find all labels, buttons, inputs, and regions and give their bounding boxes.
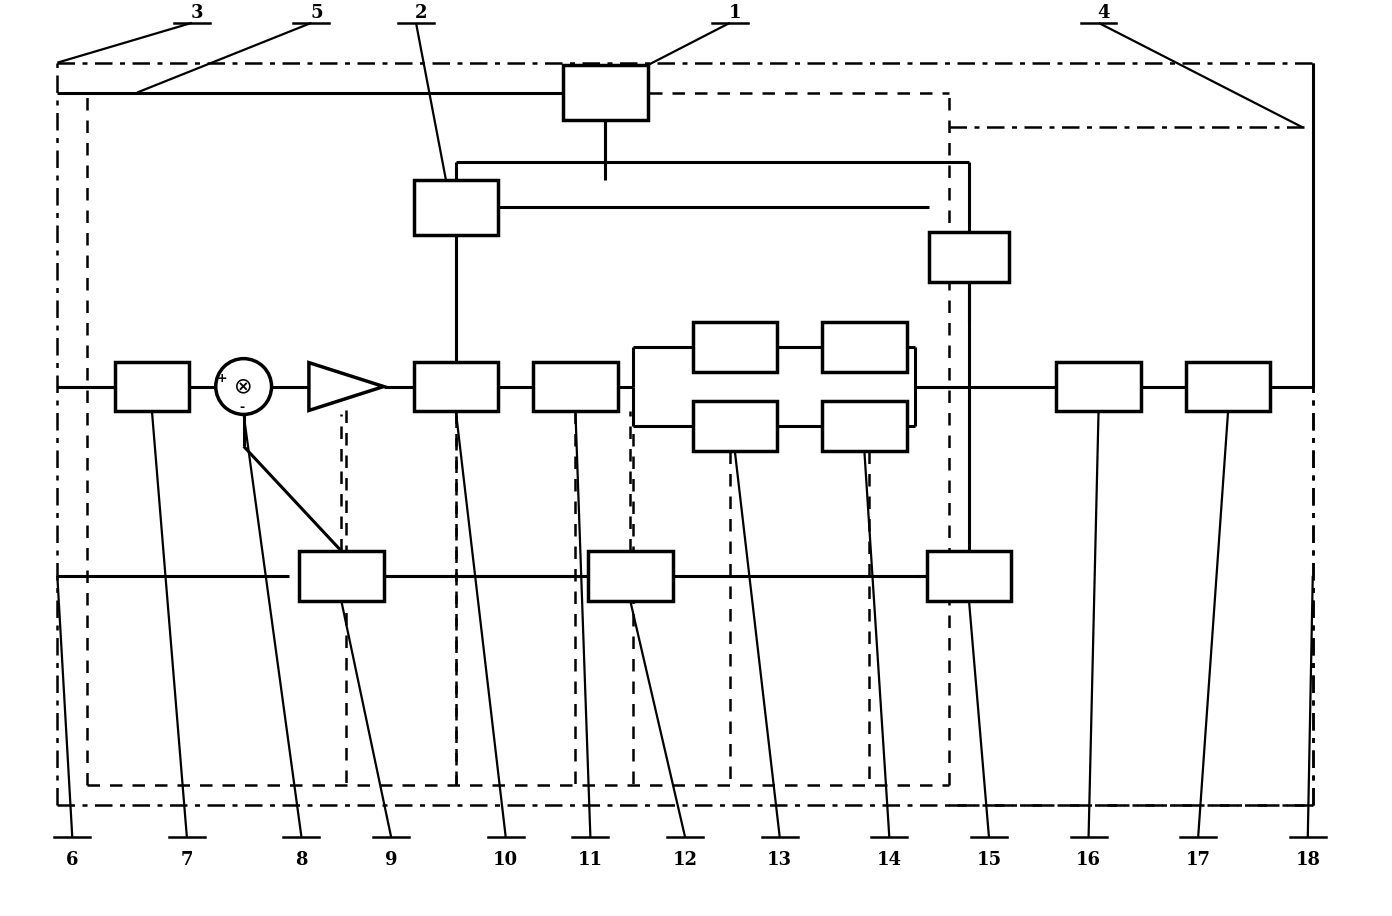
Text: 14: 14 bbox=[877, 851, 902, 868]
Text: 17: 17 bbox=[1186, 851, 1211, 868]
Text: 6: 6 bbox=[65, 851, 78, 868]
Bar bbox=[927, 551, 1012, 601]
Bar bbox=[533, 362, 618, 411]
Text: 1: 1 bbox=[728, 4, 741, 22]
Text: ⊗: ⊗ bbox=[234, 376, 253, 397]
Bar bbox=[587, 551, 672, 601]
Bar bbox=[1186, 362, 1271, 411]
Bar bbox=[1057, 362, 1141, 411]
Text: 10: 10 bbox=[493, 851, 518, 868]
Text: 16: 16 bbox=[1076, 851, 1101, 868]
Bar bbox=[823, 401, 906, 452]
Text: 8: 8 bbox=[295, 851, 308, 868]
Bar bbox=[823, 322, 906, 372]
Text: +: + bbox=[216, 372, 227, 385]
Circle shape bbox=[216, 359, 271, 414]
Bar bbox=[413, 362, 498, 411]
Bar bbox=[692, 322, 777, 372]
Text: 13: 13 bbox=[767, 851, 792, 868]
Bar bbox=[114, 362, 189, 411]
Text: 9: 9 bbox=[384, 851, 397, 868]
Bar bbox=[299, 551, 384, 601]
Text: 15: 15 bbox=[976, 851, 1001, 868]
Text: -: - bbox=[239, 401, 244, 414]
Text: 5: 5 bbox=[310, 4, 323, 22]
Text: 18: 18 bbox=[1296, 851, 1320, 868]
Bar bbox=[562, 65, 647, 120]
Polygon shape bbox=[309, 363, 384, 410]
Bar bbox=[692, 401, 777, 452]
Text: 3: 3 bbox=[191, 4, 203, 22]
Text: 4: 4 bbox=[1097, 4, 1109, 22]
Text: 7: 7 bbox=[181, 851, 193, 868]
Text: 12: 12 bbox=[672, 851, 697, 868]
Text: 11: 11 bbox=[578, 851, 603, 868]
Bar bbox=[413, 180, 498, 234]
Bar bbox=[928, 232, 1009, 282]
Text: 2: 2 bbox=[415, 4, 427, 22]
